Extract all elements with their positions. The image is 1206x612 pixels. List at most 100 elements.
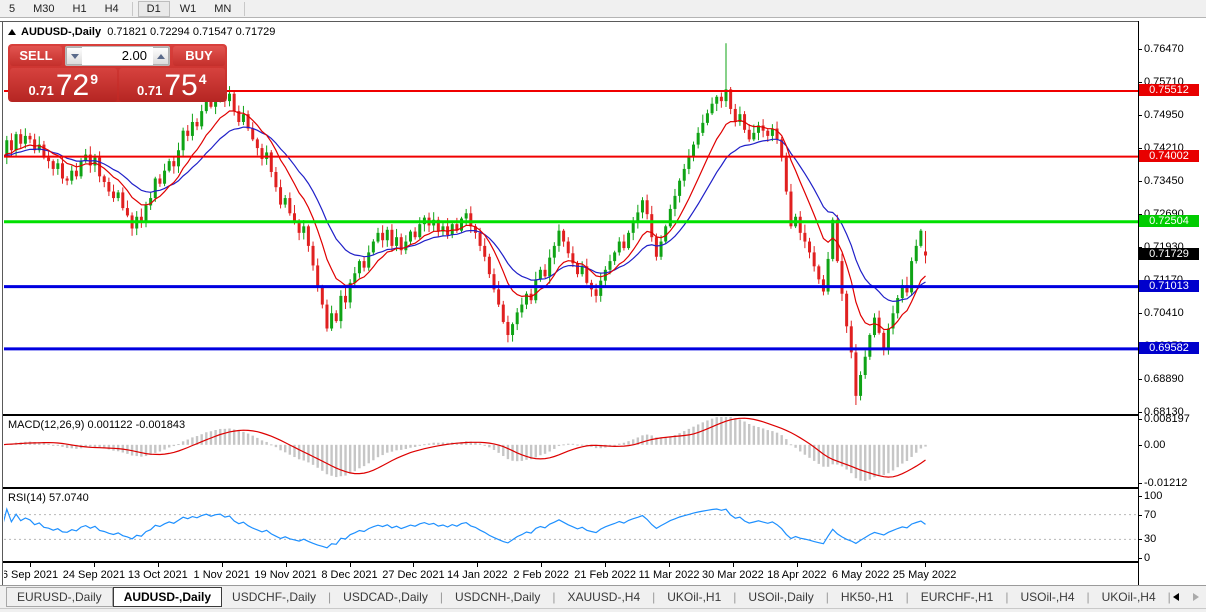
date-label: 14 Jan 2022 [447,569,508,581]
tab-ukoil-h4[interactable]: UKOil-,H4 [1101,590,1156,604]
rsi-indicator-pane[interactable]: RSI(14) 57.0740 [4,490,1138,560]
date-tick-mark [477,563,479,567]
volume-increase-button[interactable] [153,47,169,65]
tab-separator: | [1086,590,1090,604]
chart-tab-bar: EURUSD-,Daily AUDUSD-,Daily USDCHF-,Daily |… [0,585,1206,608]
axis-tick-mark [1138,496,1142,497]
axis-tick-mark [1138,49,1142,51]
date-tick-mark [413,563,415,567]
tab-xauusd-h4[interactable]: XAUUSD-,H4 [567,590,641,604]
tab-hk50-h1[interactable]: HK50-,H1 [840,590,894,604]
tab-scroll-left-icon[interactable] [1172,593,1179,601]
date-tick-mark [285,563,287,567]
price-axis-label: 0.73450 [1144,174,1184,187]
macd-axis-label: -0.01212 [1144,477,1188,489]
tab-audusd-daily[interactable]: AUDUSD-,Daily [112,587,223,607]
date-label: 13 Oct 2021 [127,569,188,581]
volume-decrease-button[interactable] [66,47,82,65]
tab-usoil-h4[interactable]: USOil-,H4 [1020,590,1075,604]
tab-separator: | [825,590,829,604]
date-tick-mark [93,563,95,567]
axis-tick-mark [1138,539,1142,541]
timeframe-button-h1[interactable]: H1 [72,2,87,15]
date-label: 24 Sep 2021 [62,569,126,581]
pane-separator[interactable] [3,414,1138,416]
price-axis-label: 0.74950 [1144,109,1184,122]
date-label: 11 Mar 2022 [638,569,700,581]
price-level-badge: 0.71013 [1139,279,1199,292]
rsi-label: RSI(14) 57.0740 [8,492,89,504]
date-tick-mark [669,563,670,567]
price-axis-label: 0.70410 [1144,306,1184,319]
timeframe-button-w1[interactable]: W1 [179,2,197,15]
price-chart-pane[interactable] [4,22,1138,415]
date-label: 2 Feb 2022 [513,569,570,581]
macd-indicator-pane[interactable]: MACD(12,26,9) 0.001122 -0.001843 [4,417,1138,486]
sell-price-sup: 9 [90,71,98,87]
buy-price-sup: 4 [198,71,207,87]
tab-usdchf-daily[interactable]: USDCHF-,Daily [232,590,317,604]
axis-tick-mark [1138,411,1142,413]
axis-tick-mark [1138,483,1142,484]
date-tick-mark [30,563,31,567]
axis-tick-mark [1138,444,1142,446]
buy-price-tile[interactable]: 0.71 75 4 [118,68,225,102]
chart-symbol: AUDUSD-,Daily [21,26,102,38]
date-tick-mark [221,563,223,567]
axis-tick-mark [1138,312,1142,314]
collapse-triangle-icon[interactable] [8,29,16,35]
date-label: 25 May 2022 [892,569,957,581]
buy-button[interactable]: BUY [173,46,225,66]
timeframe-button-d1[interactable]: D1 [137,0,170,17]
timeframe-button-h4[interactable]: H4 [104,2,119,15]
date-tick-mark [924,563,926,567]
axis-line [1138,21,1139,585]
date-label: 19 Nov 2021 [254,569,317,581]
pane-separator[interactable] [3,561,1138,563]
tab-usoil-daily[interactable]: USOil-,Daily [748,590,814,604]
date-tick-mark [796,563,798,567]
tab-eurusd-daily[interactable]: EURUSD-,Daily [6,587,113,607]
tab-ukoil-h1[interactable]: UKOil-,H1 [667,590,722,604]
chart-border [2,21,3,585]
price-level-badge: 0.69582 [1139,341,1199,354]
axis-tick-mark [1138,514,1142,516]
tab-usdcnh-daily[interactable]: USDCNH-,Daily [454,590,541,604]
tab-separator: | [552,590,556,604]
chart-ohlc-values: 0.71821 0.72294 0.71547 0.71729 [107,26,276,38]
tab-usdcad-daily[interactable]: USDCAD-,Daily [343,590,428,604]
one-click-trade-panel: SELL 2.00 BUY 0.71 72 9 0.71 75 4 [8,44,227,102]
tab-separator: | [328,590,332,604]
date-label: 18 Apr 2022 [767,569,827,581]
date-label: 1 Nov 2021 [193,569,250,581]
date-label: 8 Dec 2021 [321,569,378,581]
date-label: 6 Sep 2021 [4,569,59,581]
axis-tick-mark [1138,147,1142,149]
date-tick-mark [349,563,351,567]
sell-price-tile[interactable]: 0.71 72 9 [10,68,117,102]
tab-eurchf-h1[interactable]: EURCHF-,H1 [920,590,994,604]
tab-scroll-right-icon[interactable] [1192,593,1199,601]
macd-label: MACD(12,26,9) 0.001122 -0.001843 [8,419,186,431]
timeframe-button-5[interactable]: 5 [9,2,16,15]
rsi-axis-label: 0 [1144,552,1151,564]
price-level-badge: 0.75512 [1139,84,1199,97]
timeframe-button-mn[interactable]: MN [214,2,232,15]
timeframe-button-m30[interactable]: M30 [33,2,55,15]
axis-tick-mark [1138,558,1142,559]
arrow-down-icon [70,53,79,59]
price-axis[interactable]: 0.76470 0.75710 0.74950 0.74210 0.73450 0.726… [1138,21,1206,585]
axis-tick-mark [1138,419,1142,420]
pane-separator[interactable] [3,487,1138,489]
tab-scroll-arrows [1172,593,1199,601]
price-axis-label: 0.76470 [1144,43,1184,56]
axis-tick-mark [1138,378,1142,380]
toolbar-separator [131,1,133,16]
volume-field[interactable]: 2.00 [82,47,153,65]
timeframe-toolbar: 5 M30 H1 H4 D1 W1 MN [0,0,1206,18]
tab-separator: | [1167,590,1171,604]
toolbar-separator [244,1,246,16]
axis-tick-mark [1138,82,1142,84]
sell-button[interactable]: SELL [10,46,62,66]
